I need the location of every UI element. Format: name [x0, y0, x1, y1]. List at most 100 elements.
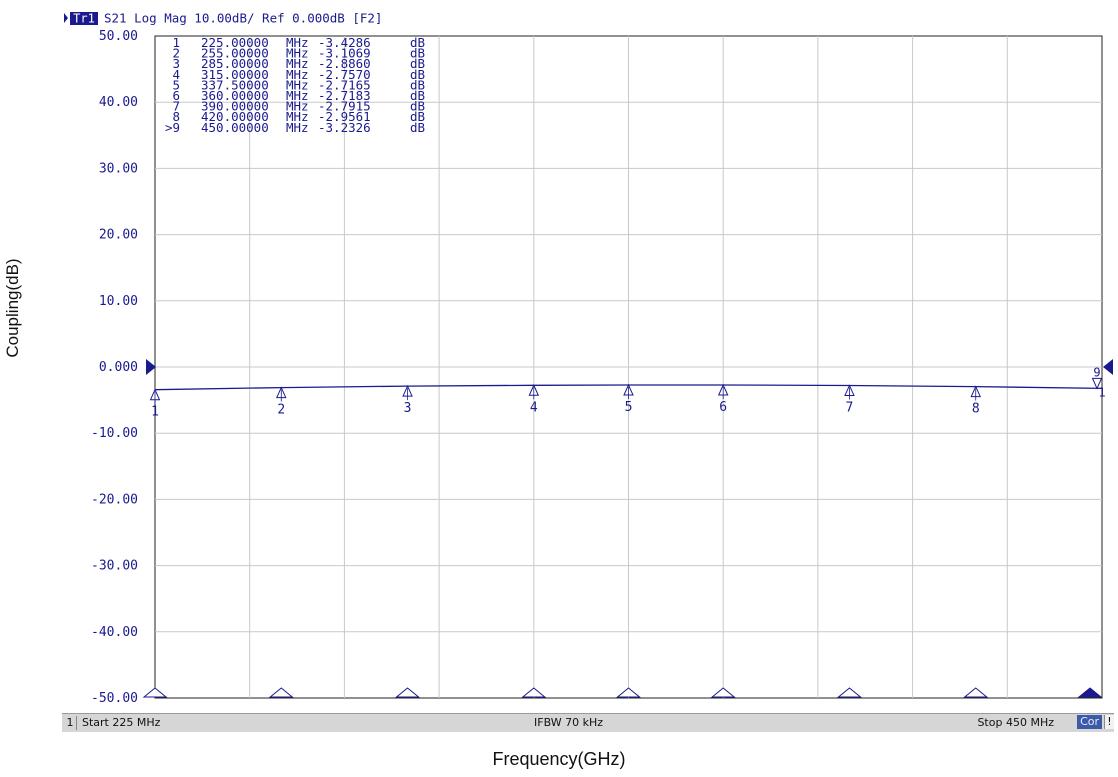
marker-label: 9 — [1093, 365, 1100, 379]
marker-table-value: -2.9561 — [318, 109, 371, 124]
marker-table-value-unit: dB — [410, 99, 425, 114]
marker-9[interactable]: 91 — [1091, 365, 1106, 399]
marker-position-triangle-icon[interactable] — [616, 687, 641, 698]
marker-6[interactable]: 6 — [717, 383, 729, 415]
marker-triangle-icon — [1091, 377, 1103, 390]
marker-label: 8 — [972, 402, 980, 417]
marker-table-value: -2.7165 — [318, 77, 371, 92]
marker-position-triangle-icon[interactable] — [837, 687, 862, 698]
marker-table-row: 4 315.00000 MHz -2.7570 dB — [172, 67, 425, 82]
channel-number[interactable]: 1 — [64, 716, 77, 730]
marker-table-index: 5 — [172, 77, 180, 92]
marker-label: 5 — [625, 400, 633, 415]
y-tick-label: 20.00 — [99, 228, 138, 243]
marker-table-index: 1 — [172, 35, 180, 50]
marker-table-value: -3.4286 — [318, 35, 371, 50]
marker-table-frequency: 337.50000 — [201, 77, 269, 92]
vna-display: 50.00 40.00 30.00 20.00 10.00 0.000 -10.00 -20.… — [62, 10, 1114, 732]
marker-5[interactable]: 5 — [623, 383, 634, 415]
trace-badge[interactable]: Tr1 — [73, 12, 95, 26]
y-tick-label: 30.00 — [99, 161, 138, 176]
warning-flag[interactable]: ! — [1104, 715, 1114, 729]
marker-label: 2 — [277, 403, 285, 418]
marker-table-row: 7 390.00000 MHz -2.7915 dB — [172, 99, 425, 114]
trace-badge-bg — [70, 12, 98, 25]
reference-right-arrow-icon[interactable] — [1103, 359, 1113, 375]
ifbw-setting[interactable]: IFBW 70 kHz — [534, 716, 604, 729]
stop-frequency[interactable]: Stop 450 MHz — [977, 716, 1054, 729]
marker-table-value: -2.7915 — [318, 99, 371, 114]
marker-table-frequency: 420.00000 — [201, 109, 269, 124]
marker-position-triangle-icon[interactable] — [963, 687, 989, 698]
marker-position-triangle-icon[interactable] — [710, 687, 736, 698]
marker-table-index: >9 — [165, 120, 180, 135]
marker-table-value-unit: dB — [410, 120, 425, 135]
marker-table-frequency-unit: MHz — [286, 56, 309, 71]
marker-table-value: -3.2326 — [318, 120, 371, 135]
marker-table-frequency-unit: MHz — [286, 109, 309, 124]
marker-label: 3 — [404, 401, 412, 416]
y-tick-label: -40.00 — [91, 625, 138, 640]
marker-table-frequency-unit: MHz — [286, 120, 309, 135]
correction-badge[interactable]: Cor — [1077, 715, 1102, 729]
y-tick-labels: 50.00 40.00 30.00 20.00 10.00 0.000 -10.00 -20.… — [91, 29, 138, 706]
marker-table-index: 7 — [172, 99, 180, 114]
plot-area: 50.00 40.00 30.00 20.00 10.00 0.000 -10.00 -20.… — [64, 11, 1113, 706]
y-axis-label: Coupling(dB) — [3, 258, 22, 358]
marker-table-frequency: 255.00000 — [201, 46, 269, 61]
marker-table-index: 6 — [172, 88, 180, 103]
marker-label: 7 — [846, 400, 854, 415]
marker-table-value-unit: dB — [410, 46, 425, 61]
marker-4[interactable]: 4 — [528, 384, 540, 415]
y-tick-label: -20.00 — [91, 492, 138, 507]
y-tick-label: 0.000 — [99, 360, 138, 375]
y-tick-label: -50.00 — [91, 691, 138, 706]
marker-table-frequency: 390.00000 — [201, 99, 269, 114]
reference-level-indicators — [146, 359, 1113, 375]
marker-position-triangle-icon[interactable] — [395, 687, 420, 698]
marker-table-index: 8 — [172, 109, 180, 124]
marker-table-value: -3.1069 — [318, 46, 371, 61]
marker-label: 4 — [530, 400, 538, 415]
marker-table-frequency-unit: MHz — [286, 77, 309, 92]
marker-table-frequency-unit: MHz — [286, 35, 309, 50]
marker-position-indicators — [142, 687, 1103, 698]
marker-table-value: -2.8860 — [318, 56, 371, 71]
start-frequency[interactable]: Start 225 MHz — [82, 716, 161, 729]
trace-markers: 1 2 3 4 5 6 7 8 91 — [149, 365, 1106, 420]
marker-table-row: 1 225.00000 MHz -3.4286 dB — [172, 35, 425, 50]
marker-2[interactable]: 2 — [275, 386, 287, 418]
marker-table-frequency-unit: MHz — [286, 46, 309, 61]
marker-table-frequency-unit: MHz — [286, 67, 309, 82]
marker-position-triangle-icon[interactable] — [521, 687, 547, 698]
marker-table-index: 4 — [172, 67, 180, 82]
trace-active-arrow-icon — [64, 13, 68, 23]
marker-3[interactable]: 3 — [402, 384, 413, 416]
reference-left-arrow-icon[interactable] — [146, 359, 156, 375]
grid-lines — [155, 36, 1102, 698]
marker-table-row: >9 450.00000 MHz -3.2326 dB — [165, 120, 425, 135]
marker-table-value-unit: dB — [410, 35, 425, 50]
x-axis-label: Frequency(GHz) — [492, 749, 626, 769]
marker-position-triangle-icon[interactable] — [1077, 687, 1103, 698]
marker-table-frequency: 360.00000 — [201, 88, 269, 103]
marker-7[interactable]: 7 — [844, 384, 855, 415]
marker-table-row: 2 255.00000 MHz -3.1069 dB — [172, 46, 425, 61]
marker-table-row: 8 420.00000 MHz -2.9561 dB — [172, 109, 425, 124]
marker-position-triangle-icon[interactable] — [142, 687, 168, 698]
marker-position-triangle-icon[interactable] — [268, 687, 294, 698]
marker-table-frequency: 315.00000 — [201, 67, 269, 82]
marker-label: 1 — [151, 405, 159, 420]
y-tick-label: 10.00 — [99, 294, 138, 309]
marker-table-index: 2 — [172, 46, 180, 61]
marker-table-frequency-unit: MHz — [286, 99, 309, 114]
marker-table-frequency-unit: MHz — [286, 88, 309, 103]
marker-table-value-unit: dB — [410, 109, 425, 124]
marker-1[interactable]: 1 — [149, 388, 161, 420]
marker-table-value-unit: dB — [410, 56, 425, 71]
marker-8[interactable]: 8 — [970, 385, 982, 417]
status-bar: 1 Start 225 MHz IFBW 70 kHz Stop 450 MHz… — [62, 713, 1114, 732]
marker-table-value: -2.7183 — [318, 88, 371, 103]
marker-table-value-unit: dB — [410, 77, 425, 92]
marker-table-frequency: 450.00000 — [201, 120, 269, 135]
